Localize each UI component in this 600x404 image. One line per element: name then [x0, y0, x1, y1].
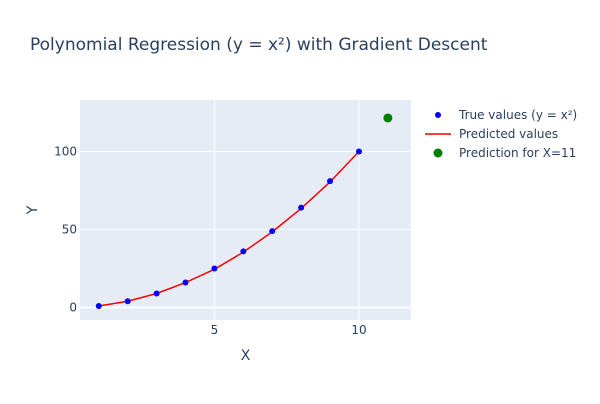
x-tick-label: 10	[351, 323, 366, 337]
y-tick-label: 100	[54, 144, 77, 158]
data-point	[182, 279, 189, 286]
legend-marker-swatch	[433, 148, 443, 158]
data-point	[211, 265, 218, 272]
data-point	[355, 148, 362, 155]
legend-marker-swatch	[435, 112, 441, 118]
data-point	[124, 298, 131, 305]
x-tick-label: 5	[211, 323, 219, 337]
y-axis-title: Y	[25, 205, 41, 215]
legend: True values (y = x²) Predicted values Pred…	[425, 108, 577, 160]
y-tick-label: 50	[62, 223, 77, 237]
data-point	[298, 204, 305, 211]
legend-label: Prediction for X=11	[459, 146, 576, 160]
prediction-point	[383, 113, 393, 123]
x-axis-title: X	[241, 348, 251, 364]
data-point	[327, 178, 334, 185]
chart-title: Polynomial Regression (y = x²) with Grad…	[30, 35, 488, 55]
series-layer	[95, 113, 393, 309]
legend-label: True values (y = x²)	[458, 108, 577, 122]
data-point	[153, 290, 160, 297]
y-tick-label: 0	[69, 301, 77, 315]
plot-area	[80, 100, 411, 320]
legend-label: Predicted values	[459, 127, 558, 141]
series-line	[98, 150, 360, 307]
data-point	[240, 248, 247, 255]
data-point	[269, 228, 276, 235]
data-point	[95, 302, 102, 309]
grid-lines	[80, 100, 411, 320]
